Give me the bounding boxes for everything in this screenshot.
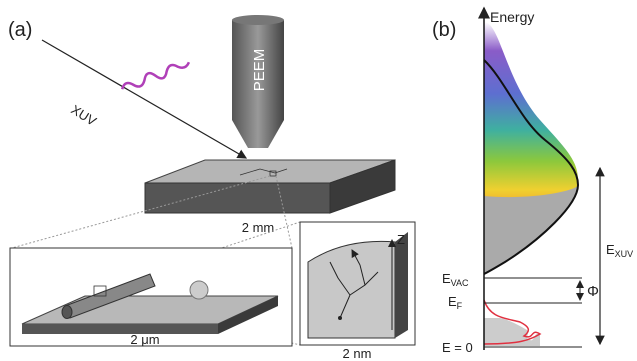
beam-label: XUV (68, 102, 99, 129)
sample (145, 160, 395, 213)
scale-label: 2 μm (130, 332, 159, 347)
scale-label: 2 mm (242, 220, 275, 235)
level-label: E = 0 (442, 340, 473, 355)
electron-distribution (484, 186, 578, 274)
level-sub: XUV (615, 249, 634, 259)
level-main: E (442, 271, 451, 286)
beam-line (42, 40, 246, 158)
level-sub: F (457, 301, 463, 311)
photon-energy-label: EXUV (606, 242, 633, 259)
panel-label: (b) (432, 19, 456, 41)
level-main: E (606, 242, 615, 257)
level-label: EF (448, 294, 463, 311)
axis-label: Z (397, 232, 405, 247)
level-label: EVAC (442, 271, 469, 288)
wave-packet (120, 58, 191, 94)
level-sub: VAC (451, 278, 469, 288)
axis-label: Energy (490, 9, 534, 25)
work-function-label: Φ (587, 283, 599, 300)
microscope-label: PEEM (251, 49, 268, 92)
scale-label: 2 nm (343, 346, 372, 361)
level-main: E (448, 294, 457, 309)
occupied-states (484, 318, 540, 346)
panel-label: (a) (8, 19, 32, 41)
figure: (a) XUV PEEM 2 mm 2 μm Z 2 nm (0, 0, 637, 361)
